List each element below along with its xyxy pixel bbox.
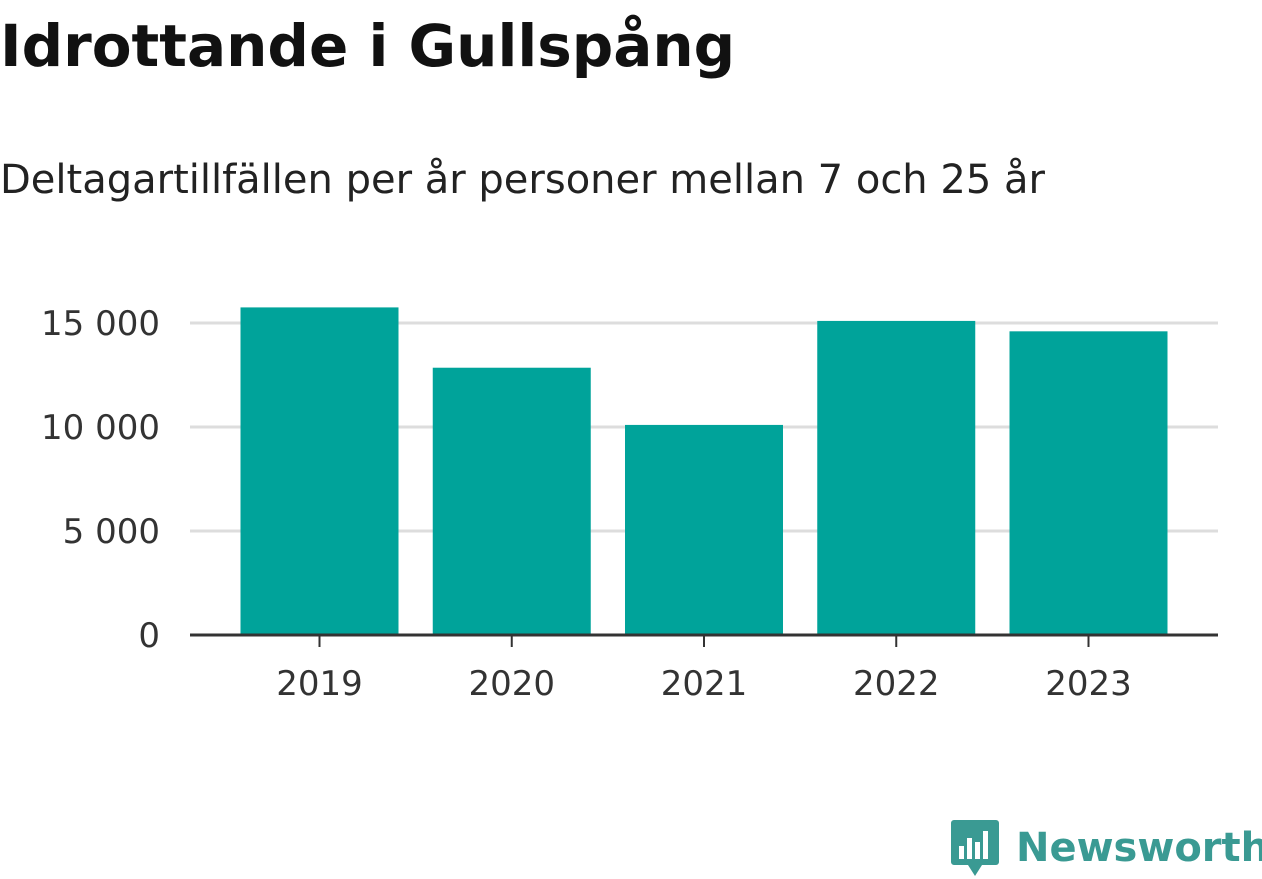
chart-title: Idrottande i Gullspång [0,12,736,80]
x-tick-label: 2021 [661,664,748,704]
axes [190,633,1218,647]
x-tick-label: 2019 [276,664,363,704]
tick-labels: 0 5 000 10 000 15 000 2019 2020 2021 2022 2023 [41,304,1132,704]
newsworthy-logo-icon [951,820,999,876]
x-tick-label: 2023 [1045,664,1132,704]
bar-2022 [817,320,976,635]
bar-2019 [240,307,399,635]
bar-2020 [432,367,591,635]
y-tick-label: 10 000 [41,408,160,448]
y-tick-label: 5 000 [63,512,160,552]
bar-2021 [625,424,783,635]
x-tick-label: 2022 [853,664,940,704]
newsworthy-logo: Newsworthy [950,818,1262,878]
bars [240,307,1168,635]
x-tick-label: 2020 [468,664,555,704]
y-tick-label: 0 [138,616,160,656]
bar-2023 [1009,331,1168,635]
newsworthy-logo-text: Newsworthy [1016,825,1262,871]
y-tick-label: 15 000 [41,304,160,344]
chart-subtitle: Deltagartillfällen per år personer mella… [0,157,1045,203]
